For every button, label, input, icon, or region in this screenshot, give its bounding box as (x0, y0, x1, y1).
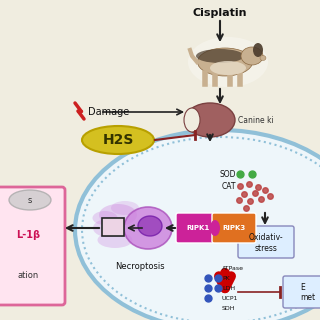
Text: ation: ation (17, 270, 39, 279)
Ellipse shape (260, 55, 266, 60)
Ellipse shape (99, 204, 137, 226)
Ellipse shape (92, 211, 117, 225)
FancyBboxPatch shape (212, 213, 256, 243)
Text: ATPase: ATPase (222, 266, 244, 270)
Ellipse shape (253, 43, 263, 57)
FancyBboxPatch shape (103, 219, 123, 235)
FancyBboxPatch shape (102, 218, 124, 236)
Text: PK: PK (222, 276, 230, 281)
Text: RIPK3: RIPK3 (222, 225, 246, 231)
Text: CAT: CAT (221, 181, 236, 190)
FancyBboxPatch shape (0, 187, 65, 305)
Text: SOD: SOD (220, 170, 236, 179)
Ellipse shape (138, 216, 162, 236)
Text: SDH: SDH (222, 306, 236, 310)
Text: UCP1: UCP1 (222, 295, 238, 300)
FancyBboxPatch shape (283, 276, 320, 308)
FancyBboxPatch shape (176, 213, 220, 243)
Text: Cisplatin: Cisplatin (193, 8, 247, 18)
Ellipse shape (9, 190, 51, 210)
Text: RIPK1: RIPK1 (186, 225, 210, 231)
Text: Canine ki: Canine ki (238, 116, 274, 124)
Ellipse shape (82, 126, 154, 154)
Ellipse shape (124, 207, 172, 249)
Ellipse shape (93, 219, 123, 237)
Ellipse shape (98, 232, 132, 248)
Ellipse shape (210, 61, 246, 75)
Ellipse shape (196, 49, 244, 63)
Text: Damage: Damage (88, 107, 129, 117)
Ellipse shape (184, 108, 200, 132)
Ellipse shape (75, 130, 320, 320)
Text: stress: stress (255, 244, 277, 252)
Ellipse shape (210, 220, 220, 236)
FancyBboxPatch shape (238, 226, 294, 258)
Text: s: s (28, 196, 32, 204)
Ellipse shape (188, 37, 268, 87)
Text: met: met (300, 293, 315, 302)
Text: L-1β: L-1β (16, 230, 40, 240)
Text: LDH: LDH (222, 285, 235, 291)
Text: Oxidativ-: Oxidativ- (249, 233, 283, 242)
Text: E: E (300, 283, 305, 292)
Ellipse shape (111, 201, 139, 215)
Text: H2S: H2S (102, 133, 134, 147)
Ellipse shape (185, 103, 235, 137)
Ellipse shape (241, 47, 263, 65)
Text: Necroptosis: Necroptosis (115, 262, 165, 271)
Ellipse shape (197, 48, 252, 76)
